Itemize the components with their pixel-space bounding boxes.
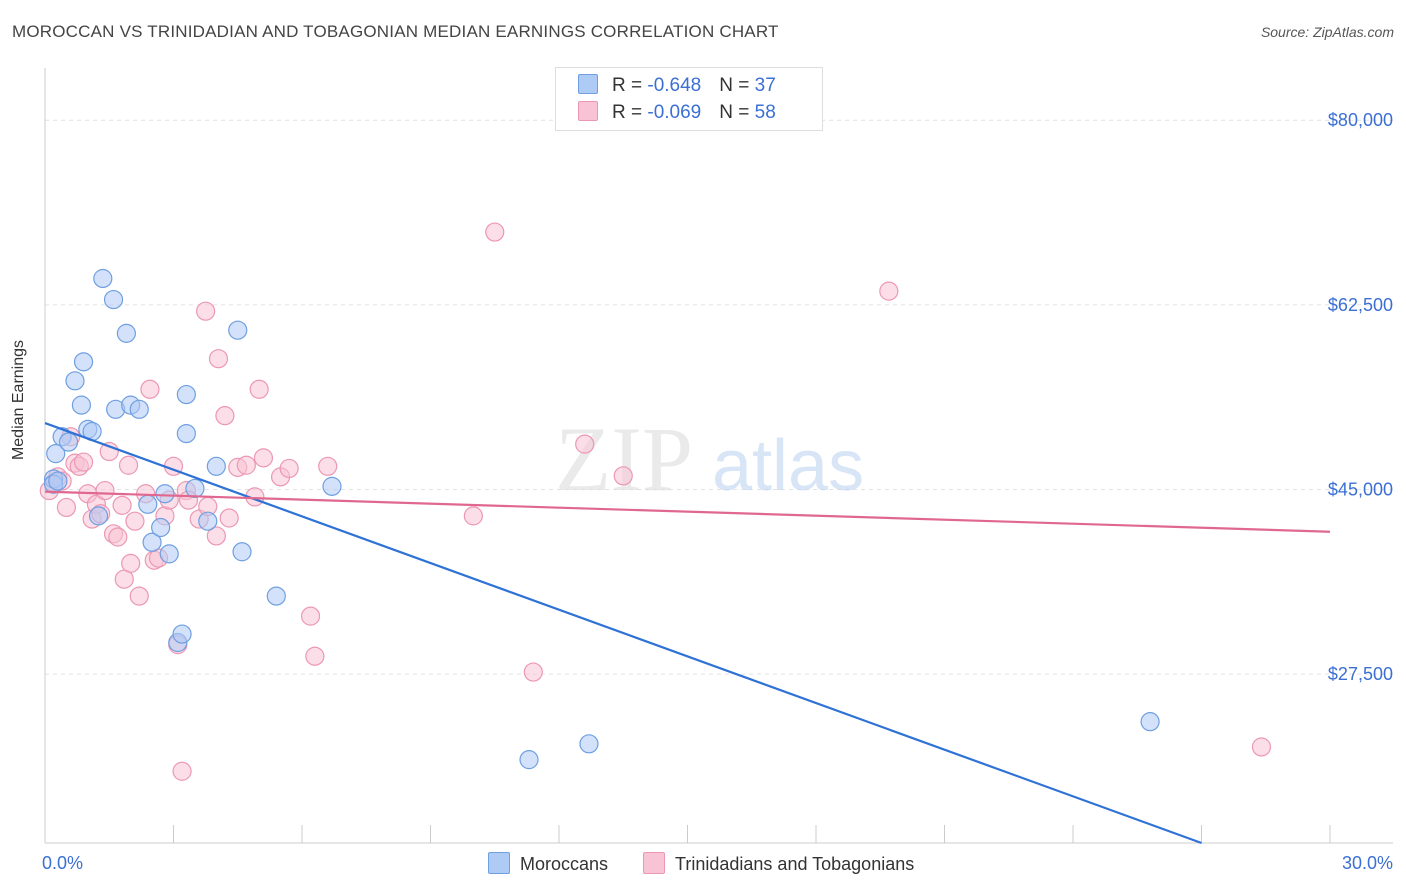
legend-swatch-moroccans bbox=[488, 852, 510, 874]
trinidadian-point bbox=[463, 506, 483, 526]
trinidadians-r-label: R = bbox=[612, 102, 648, 123]
stats-legend: R = -0.648 N = 37 R = -0.069 N = 58 bbox=[555, 67, 823, 131]
moroccan-point bbox=[159, 544, 179, 564]
moroccan-point bbox=[142, 532, 162, 552]
trinidadian-point bbox=[215, 406, 235, 426]
trinidadian-point bbox=[208, 349, 229, 369]
legend-item-trinidadians[interactable]: Trinidadians and Tobagonians bbox=[643, 852, 914, 875]
trinidadian-trend-line bbox=[44, 490, 1331, 533]
moroccan-point bbox=[232, 542, 252, 562]
legend-item-moroccans[interactable]: Moroccans bbox=[488, 852, 608, 875]
moroccan-point bbox=[103, 289, 124, 310]
trinidadian-point bbox=[879, 281, 899, 301]
moroccans-r-value: -0.648 bbox=[647, 75, 702, 96]
moroccan-point bbox=[228, 320, 248, 340]
grid-lines bbox=[45, 119, 1393, 675]
moroccans-swatch bbox=[578, 74, 598, 94]
watermark-zip: ZIP bbox=[555, 408, 693, 510]
source-label: Source: ZipAtlas.com bbox=[1260, 24, 1394, 40]
moroccan-point bbox=[185, 478, 205, 499]
trinidadian-point bbox=[125, 511, 145, 531]
trinidadian-point bbox=[318, 456, 338, 476]
moroccan-point bbox=[155, 484, 175, 504]
moroccan-point bbox=[73, 352, 94, 372]
y-tick-label: $62,500 bbox=[1328, 295, 1393, 315]
trinidadian-point bbox=[118, 455, 139, 475]
trinidadian-point bbox=[1251, 737, 1272, 757]
trinidadian-point bbox=[523, 662, 543, 682]
moroccan-point bbox=[58, 432, 79, 452]
moroccans-r-label: R = bbox=[612, 75, 648, 96]
legend-swatch-trinidadians bbox=[643, 852, 666, 874]
trinidadian-point bbox=[121, 553, 141, 573]
trinidadian-point bbox=[219, 508, 239, 528]
moroccan-point bbox=[1140, 712, 1160, 732]
moroccan-point bbox=[93, 268, 113, 289]
trinidadians-n-label: N = bbox=[719, 102, 755, 123]
trinidadian-point bbox=[108, 527, 128, 547]
moroccan-point bbox=[206, 456, 226, 476]
moroccan-point bbox=[129, 399, 149, 419]
moroccan-point bbox=[65, 371, 85, 391]
trinidadians-r-value: -0.069 bbox=[647, 102, 702, 123]
moroccan-point bbox=[138, 494, 158, 514]
moroccan-point bbox=[88, 506, 109, 526]
trinidadian-point bbox=[196, 301, 216, 321]
tick-labels: $27,500 $45,000 $62,500 $80,000 0.0% 30.0% bbox=[42, 110, 1393, 873]
y-tick-label: $27,500 bbox=[1328, 664, 1393, 684]
watermark-atlas: atlas bbox=[712, 426, 864, 506]
x-tick-label: 30.0% bbox=[1342, 853, 1393, 873]
moroccan-point bbox=[46, 444, 66, 464]
moroccan-point bbox=[579, 734, 599, 754]
stats-row-trinidadians: R = -0.069 N = 58 bbox=[578, 101, 776, 125]
moroccan-point bbox=[151, 517, 171, 538]
trinidadian-point bbox=[73, 452, 94, 472]
x-tick-label: 0.0% bbox=[42, 853, 83, 873]
moroccan-point bbox=[322, 476, 342, 496]
trinidadian-point bbox=[236, 455, 256, 475]
trinidadian-point bbox=[172, 761, 192, 781]
trinidadian-point bbox=[613, 466, 633, 486]
trinidadian-point bbox=[305, 646, 325, 666]
axes bbox=[44, 68, 1393, 844]
trinidadian-point bbox=[485, 222, 505, 242]
trinidadians-n-value: 58 bbox=[754, 102, 776, 123]
trinidadian-point bbox=[112, 495, 132, 515]
data-points bbox=[39, 222, 1272, 781]
moroccan-point bbox=[71, 395, 92, 415]
trinidadians-swatch bbox=[578, 101, 598, 121]
legend-label-moroccans: Moroccans bbox=[520, 854, 609, 874]
y-tick-label: $80,000 bbox=[1328, 110, 1393, 130]
trinidadian-point bbox=[129, 586, 149, 606]
moroccan-point bbox=[172, 624, 192, 644]
moroccan-point bbox=[519, 750, 539, 770]
trend-lines bbox=[44, 422, 1331, 845]
watermark: ZIP atlas bbox=[555, 408, 864, 510]
moroccan-point bbox=[266, 586, 286, 606]
moroccan-point bbox=[116, 323, 136, 343]
moroccan-point bbox=[176, 423, 196, 444]
legend-label-trinidadians: Trinidadians and Tobagonians bbox=[675, 854, 915, 874]
moroccan-point bbox=[198, 511, 218, 531]
trinidadian-point bbox=[56, 497, 77, 518]
trinidadian-point bbox=[575, 434, 595, 454]
y-tick-label: $45,000 bbox=[1328, 480, 1393, 500]
trinidadian-point bbox=[95, 480, 115, 501]
trinidadian-point bbox=[206, 526, 226, 546]
moroccan-point bbox=[48, 471, 68, 491]
series-legend: Moroccans Trinidadians and Tobagonians bbox=[488, 852, 944, 875]
trinidadian-point bbox=[300, 606, 321, 626]
trinidadian-point bbox=[140, 379, 160, 399]
trinidadian-point bbox=[279, 458, 299, 479]
moroccans-n-label: N = bbox=[719, 75, 755, 96]
stats-row-moroccans: R = -0.648 N = 37 bbox=[578, 74, 776, 98]
trinidadian-point bbox=[249, 379, 269, 399]
moroccans-n-value: 37 bbox=[754, 75, 776, 96]
trinidadian-point bbox=[253, 448, 274, 468]
moroccan-trend-line bbox=[44, 422, 1202, 845]
moroccan-point bbox=[176, 384, 196, 405]
chart-title: MOROCCAN VS TRINIDADIAN AND TOBAGONIAN M… bbox=[12, 22, 779, 41]
